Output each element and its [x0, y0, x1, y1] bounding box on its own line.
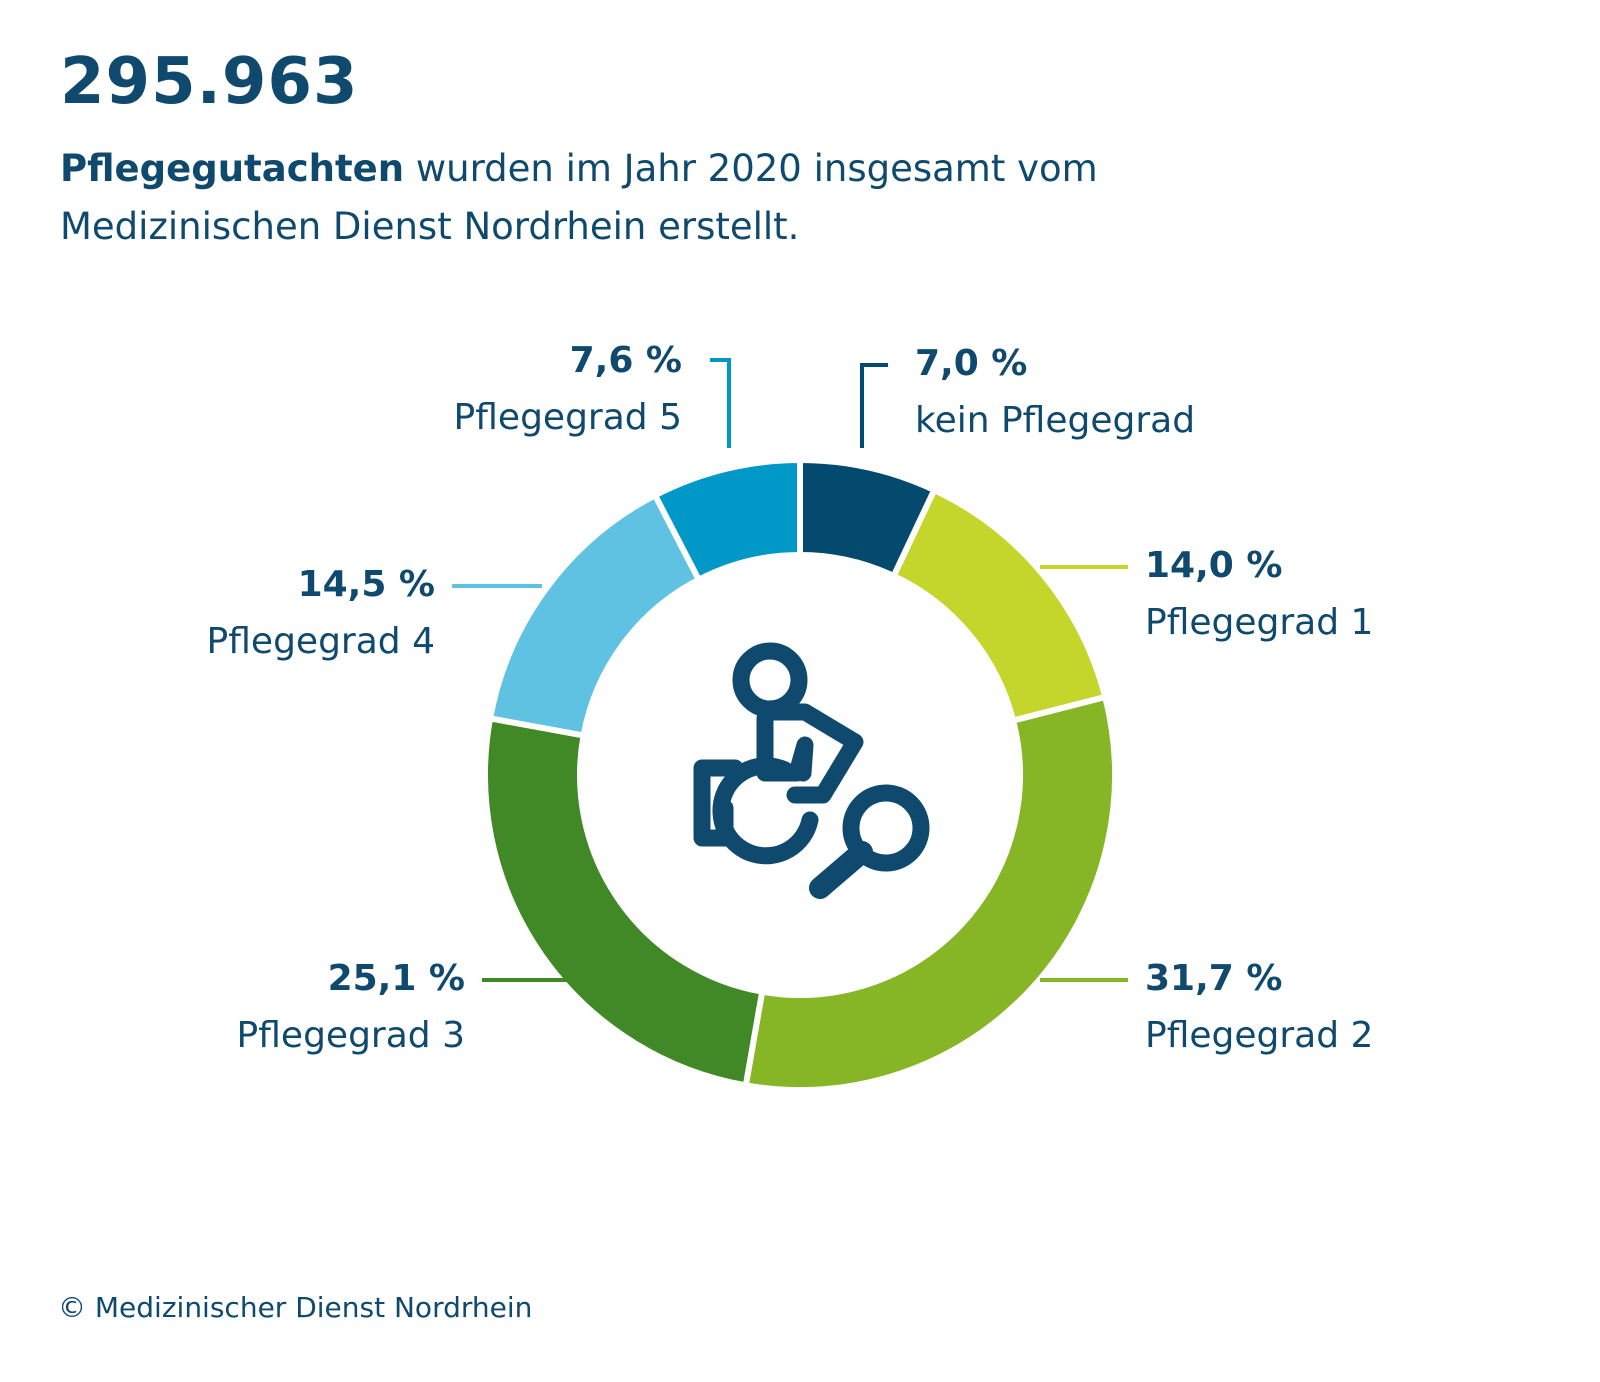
- donut-slice: [651, 456, 803, 584]
- slice-category-label: Pflegegrad 3: [237, 1015, 465, 1056]
- slice-category-label: Pflegegrad 4: [207, 621, 435, 662]
- slice-value-label: 7,0 %: [915, 343, 1027, 384]
- slice-value-label: 14,5 %: [298, 564, 435, 605]
- slice-category-label: Pflegegrad 1: [1145, 602, 1373, 643]
- leader-lines: [452, 358, 1128, 982]
- headline-number: 295.963: [60, 45, 359, 119]
- donut-slices: [482, 456, 1118, 1093]
- wheelchair-magnifier-icon: [693, 642, 930, 899]
- subtitle-text: wurden im Jahr 2020 insgesamt vom Medizi…: [60, 147, 1098, 248]
- subtitle: Pflegegutachten wurden im Jahr 2020 insg…: [60, 140, 1310, 256]
- slice-value-label: 14,0 %: [1145, 545, 1282, 586]
- slice-value-label: 7,6 %: [570, 340, 682, 381]
- slice-value-label: 31,7 %: [1145, 958, 1282, 999]
- slice-category-label: kein Pflegegrad: [915, 400, 1195, 441]
- subtitle-bold: Pflegegutachten: [60, 147, 405, 190]
- copyright-footer: © Medizinischer Dienst Nordrhein: [58, 1291, 533, 1324]
- slice-category-label: Pflegegrad 5: [454, 397, 682, 438]
- slice-labels: 7,0 % kein Pflegegrad 14,0 % Pflegegrad 1 31…: [207, 340, 1374, 1056]
- leader-line: [710, 358, 731, 448]
- donut-slice: [482, 714, 766, 1089]
- donut-slice: [889, 486, 1109, 725]
- slice-category-label: Pflegegrad 2: [1145, 1015, 1373, 1056]
- slice-value-label: 25,1 %: [328, 958, 465, 999]
- donut-slice: [742, 693, 1118, 1093]
- donut-slice: [486, 491, 703, 739]
- leader-line: [860, 363, 888, 448]
